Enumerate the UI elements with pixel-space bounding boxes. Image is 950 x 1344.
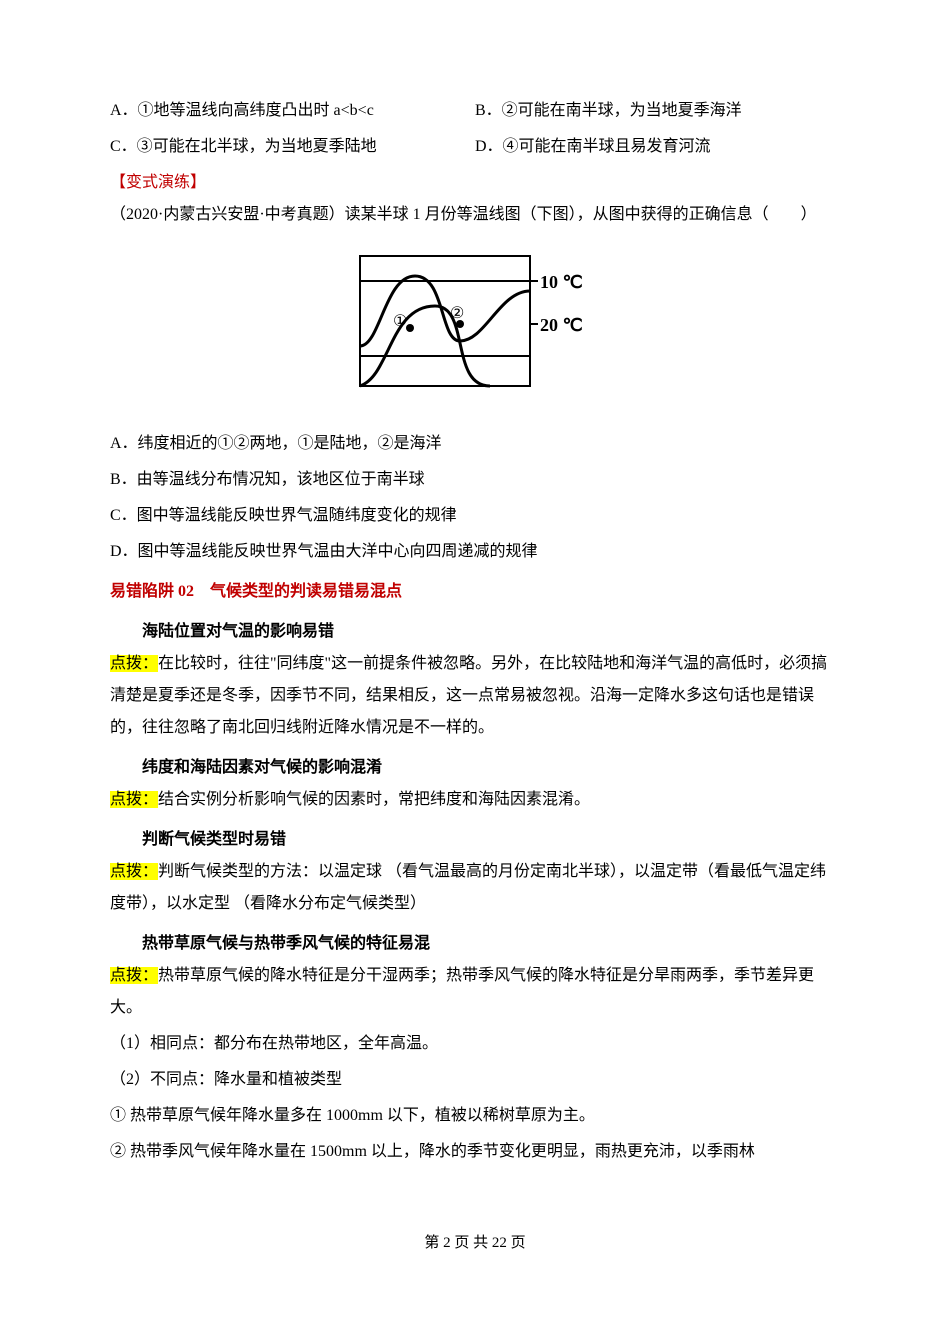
s1-hint-label: 点拨： xyxy=(110,655,158,672)
s4-hint-text: 热带草原气候的降水特征是分干湿两季；热带季风气候的降水特征是分旱雨两季，季节差异… xyxy=(110,967,814,1016)
q1-options-row1: A．①地等温线向高纬度凸出时 a<b<c B．②可能在南半球，为当地夏季海洋 xyxy=(110,95,840,127)
s1-title: 海陆位置对气温的影响易错 xyxy=(110,616,840,648)
temp-10: 10 ℃ xyxy=(540,272,583,292)
s4-p2: （2）不同点：降水量和植被类型 xyxy=(110,1064,840,1096)
temp-20: 20 ℃ xyxy=(540,315,583,335)
q1-option-b: B．②可能在南半球，为当地夏季海洋 xyxy=(475,95,840,127)
s3-hint: 点拨：判断气候类型的方法：以温定球 （看气温最高的月份定南北半球），以温定带（看… xyxy=(110,856,840,920)
isotherm-curve-1 xyxy=(360,276,530,346)
q1-option-c: C．③可能在北半球，为当地夏季陆地 xyxy=(110,131,475,163)
q2-option-d: D．图中等温线能反映世界气温由大洋中心向四周递减的规律 xyxy=(110,536,840,568)
q2-stem: （2020·内蒙古兴安盟·中考真题）读某半球 1 月份等温线图（下图），从图中获… xyxy=(110,199,840,231)
q2-option-a: A．纬度相近的①②两地，①是陆地，②是海洋 xyxy=(110,428,840,460)
s4-hint-label: 点拨： xyxy=(110,967,158,984)
q2-option-c: C．图中等温线能反映世界气温随纬度变化的规律 xyxy=(110,500,840,532)
s4-p1: （1）相同点：都分布在热带地区，全年高温。 xyxy=(110,1028,840,1060)
trap-section-title: 易错陷阱 02 气候类型的判读易错易混点 xyxy=(110,576,840,608)
s2-title: 纬度和海陆因素对气候的影响混淆 xyxy=(110,752,840,784)
isotherm-diagram: ① ② 10 ℃ 20 ℃ xyxy=(110,246,840,413)
s4-title: 热带草原气候与热带季风气候的特征易混 xyxy=(110,928,840,960)
label-1: ① xyxy=(393,313,407,330)
s4-i1: ① 热带草原气候年降水量多在 1000mm 以下，植被以稀树草原为主。 xyxy=(110,1100,840,1132)
s2-hint: 点拨：结合实例分析影响气候的因素时，常把纬度和海陆因素混淆。 xyxy=(110,784,840,816)
s1-hint: 点拨：在比较时，往往"同纬度"这一前提条件被忽略。另外，在比较陆地和海洋气温的高… xyxy=(110,648,840,744)
s1-hint-text: 在比较时，往往"同纬度"这一前提条件被忽略。另外，在比较陆地和海洋气温的高低时，… xyxy=(110,655,827,736)
label-2: ② xyxy=(450,305,464,322)
s3-hint-text: 判断气候类型的方法：以温定球 （看气温最高的月份定南北半球），以温定带（看最低气… xyxy=(110,863,826,912)
variant-practice-label: 【变式演练】 xyxy=(110,167,840,199)
s2-hint-text: 结合实例分析影响气候的因素时，常把纬度和海陆因素混淆。 xyxy=(158,791,590,808)
q1-options-row2: C．③可能在北半球，为当地夏季陆地 D．④可能在南半球且易发育河流 xyxy=(110,131,840,163)
page-footer: 第 2 页 共 22 页 xyxy=(110,1228,840,1258)
s2-hint-label: 点拨： xyxy=(110,791,158,808)
q2-option-b: B．由等温线分布情况知，该地区位于南半球 xyxy=(110,464,840,496)
s3-title: 判断气候类型时易错 xyxy=(110,824,840,856)
s3-hint-label: 点拨： xyxy=(110,863,158,880)
s4-i2: ② 热带季风气候年降水量在 1500mm 以上，降水的季节变化更明显，雨热更充沛… xyxy=(110,1136,840,1168)
q1-option-a: A．①地等温线向高纬度凸出时 a<b<c xyxy=(110,95,475,127)
isotherm-svg: ① ② 10 ℃ 20 ℃ xyxy=(350,246,600,401)
q1-option-d: D．④可能在南半球且易发育河流 xyxy=(475,131,840,163)
s4-hint: 点拨：热带草原气候的降水特征是分干湿两季；热带季风气候的降水特征是分旱雨两季，季… xyxy=(110,960,840,1024)
